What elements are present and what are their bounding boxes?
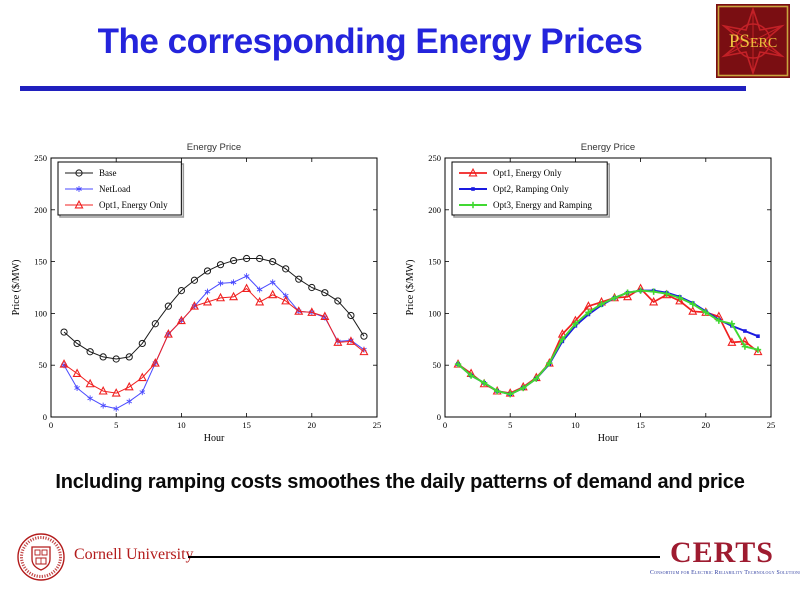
certs-logo-title: CERTS (670, 536, 774, 569)
svg-text:Hour: Hour (598, 433, 619, 444)
certs-logo-subtitle: Consortium for Electric Reliability Tech… (650, 570, 800, 576)
svg-text:Energy Price: Energy Price (581, 142, 635, 153)
svg-text:0: 0 (49, 420, 53, 430)
cornell-university-wordmark: Cornell University (74, 546, 194, 563)
footer-divider-line (188, 556, 660, 558)
svg-text:Opt1, Energy Only: Opt1, Energy Only (493, 168, 562, 178)
svg-text:5: 5 (114, 420, 118, 430)
svg-text:15: 15 (242, 420, 251, 430)
svg-text:Opt2, Ramping Only: Opt2, Ramping Only (493, 184, 569, 194)
svg-text:25: 25 (767, 420, 776, 430)
svg-text:0: 0 (443, 420, 447, 430)
svg-text:250: 250 (34, 153, 47, 163)
svg-text:20: 20 (702, 420, 711, 430)
svg-text:Opt3, Energy and Ramping: Opt3, Energy and Ramping (493, 200, 592, 210)
svg-text:Base: Base (99, 168, 117, 178)
title-divider-rule (20, 86, 746, 91)
svg-text:150: 150 (428, 257, 441, 267)
svg-text:200: 200 (428, 205, 441, 215)
svg-text:0: 0 (43, 412, 47, 422)
svg-text:Price ($/MW): Price ($/MW) (405, 260, 416, 316)
svg-text:Energy Price: Energy Price (187, 142, 241, 153)
takeaway-statement: Including ramping costs smoothes the dai… (55, 471, 745, 493)
svg-text:Opt1, Energy Only: Opt1, Energy Only (99, 200, 168, 210)
svg-text:Price ($/MW): Price ($/MW) (11, 260, 22, 316)
svg-text:10: 10 (571, 420, 580, 430)
svg-text:20: 20 (308, 420, 317, 430)
svg-text:15: 15 (636, 420, 645, 430)
pserc-logo: PSERC (716, 4, 790, 78)
svg-text:5: 5 (508, 420, 512, 430)
pserc-star-icon (721, 6, 785, 76)
pserc-logo-text: PSERC (729, 31, 777, 52)
svg-text:200: 200 (34, 205, 47, 215)
svg-text:250: 250 (428, 153, 441, 163)
svg-text:10: 10 (177, 420, 186, 430)
svg-text:25: 25 (373, 420, 382, 430)
svg-text:150: 150 (34, 257, 47, 267)
svg-text:50: 50 (433, 360, 442, 370)
svg-text:100: 100 (428, 308, 441, 318)
svg-text:Hour: Hour (204, 433, 225, 444)
svg-text:NetLoad: NetLoad (99, 184, 131, 194)
svg-text:100: 100 (34, 308, 47, 318)
svg-text:50: 50 (39, 360, 48, 370)
slide-title: The corresponding Energy Prices (97, 22, 643, 61)
svg-text:0: 0 (437, 412, 441, 422)
cornell-seal-icon (17, 533, 65, 581)
certs-logo: CERTS Consortium for Electric Reliabilit… (650, 536, 800, 577)
